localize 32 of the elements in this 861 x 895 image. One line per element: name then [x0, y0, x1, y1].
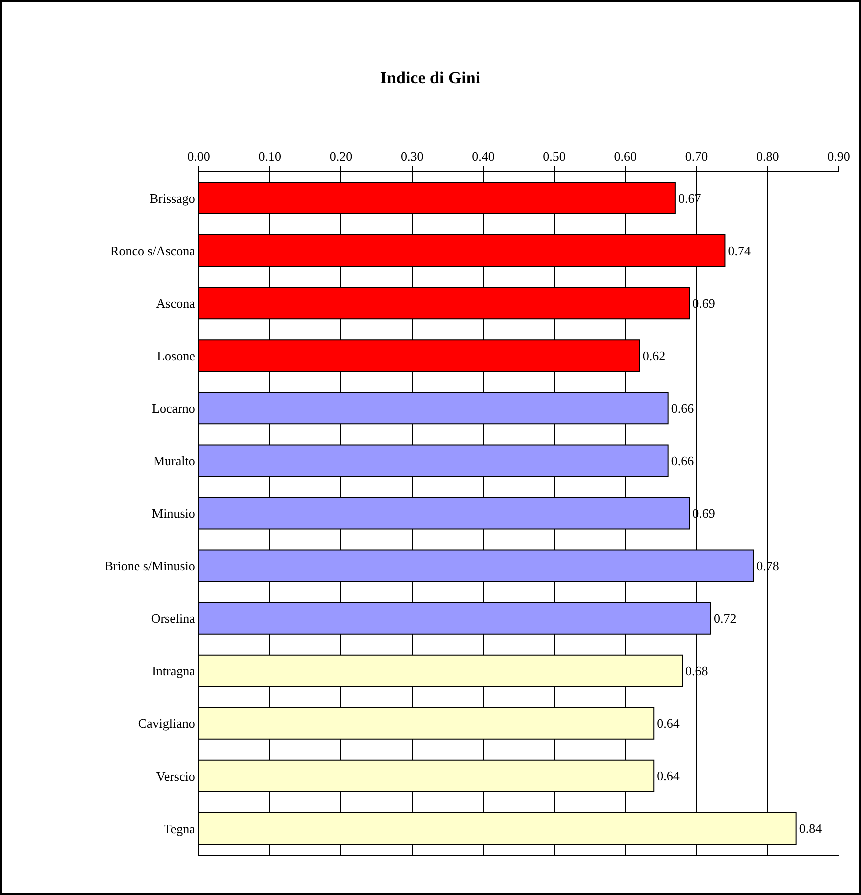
y-tick-label: Locarno	[152, 400, 196, 416]
data-label: 0.66	[671, 453, 695, 468]
x-tick-label: 0.70	[685, 148, 708, 164]
data-label: 0.64	[657, 716, 680, 732]
data-label: 0.74	[728, 243, 752, 258]
data-label: 0.62	[642, 348, 666, 364]
y-tick-label: Verscio	[156, 768, 196, 784]
x-tick-label: 0.60	[614, 148, 638, 164]
y-tick-label: Ronco s/Ascona	[110, 243, 196, 258]
y-tick-label: Intragna	[152, 664, 196, 679]
data-label: 0.84	[799, 821, 823, 836]
y-tick-label: Orselina	[151, 611, 196, 626]
x-tick-label: 0.50	[543, 148, 566, 164]
x-tick-label: 0.00	[188, 148, 210, 164]
y-tick-label: Muralto	[154, 454, 196, 469]
data-label: 0.72	[714, 611, 737, 626]
y-tick-label: Brione s/Minusio	[104, 558, 196, 574]
data-label: 0.66	[671, 400, 695, 416]
data-label: 0.64	[657, 768, 680, 784]
y-tick-label: Minusio	[152, 506, 196, 522]
y-tick-label: Cavigliano	[138, 716, 196, 732]
x-tick-label: 0.80	[756, 148, 780, 164]
y-tick-label: Losone	[157, 348, 196, 364]
x-tick-label: 0.30	[400, 148, 424, 164]
x-tick-label: 0.10	[258, 148, 282, 164]
chart-title: Indice di Gini	[380, 68, 481, 88]
x-tick-label: 0.40	[472, 148, 495, 164]
y-tick-label: Tegna	[164, 821, 196, 836]
x-tick-label: 0.90	[828, 148, 850, 164]
y-tick-label: Brissago	[150, 190, 196, 206]
x-tick-label: 0.20	[330, 148, 353, 164]
y-tick-label: Ascona	[156, 296, 196, 311]
